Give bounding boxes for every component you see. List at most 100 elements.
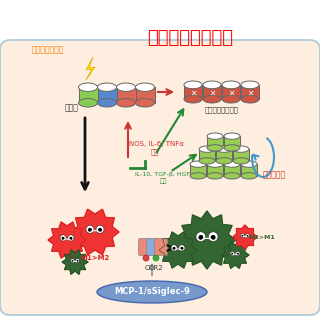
Circle shape (76, 259, 79, 263)
Ellipse shape (207, 173, 223, 179)
Text: MCP-1/sSiglec-9: MCP-1/sSiglec-9 (114, 287, 190, 297)
Bar (233, 149, 249, 161)
Circle shape (68, 235, 74, 241)
FancyBboxPatch shape (139, 238, 151, 255)
Text: ✕: ✕ (247, 89, 253, 98)
Ellipse shape (207, 145, 223, 151)
Text: 肝細胞再生: 肝細胞再生 (262, 171, 285, 180)
Circle shape (143, 255, 149, 261)
Circle shape (246, 235, 249, 237)
Ellipse shape (224, 161, 240, 167)
Ellipse shape (199, 146, 215, 152)
Ellipse shape (222, 81, 240, 89)
Bar (241, 85, 259, 99)
Ellipse shape (216, 158, 232, 164)
Circle shape (196, 232, 206, 242)
Circle shape (96, 225, 104, 233)
Text: 肝障害惹起物質: 肝障害惹起物質 (32, 45, 64, 54)
Ellipse shape (241, 161, 257, 167)
Text: ✕: ✕ (209, 89, 215, 98)
Ellipse shape (97, 281, 207, 303)
Circle shape (231, 253, 233, 255)
Bar (207, 136, 223, 148)
Bar (222, 85, 240, 99)
Ellipse shape (116, 99, 135, 107)
Ellipse shape (78, 83, 98, 92)
Circle shape (242, 235, 244, 237)
Ellipse shape (116, 83, 135, 92)
Ellipse shape (207, 133, 223, 139)
Bar (241, 164, 257, 176)
Text: アポトーシス抑制: アポトーシス抑制 (205, 106, 239, 113)
Text: M1>M2: M1>M2 (80, 255, 110, 261)
Circle shape (98, 228, 102, 232)
Text: ✕: ✕ (190, 89, 196, 98)
Text: ✕: ✕ (228, 89, 234, 98)
FancyBboxPatch shape (147, 238, 159, 255)
Circle shape (180, 247, 183, 250)
Ellipse shape (184, 95, 202, 103)
Circle shape (198, 235, 203, 240)
Bar (98, 87, 116, 103)
Text: M2>M1: M2>M1 (248, 235, 275, 239)
Text: iNOS, IL-6, TNFα
など: iNOS, IL-6, TNFα など (127, 141, 183, 155)
Ellipse shape (190, 161, 206, 167)
Bar (116, 87, 135, 103)
Circle shape (86, 225, 94, 233)
Bar (199, 149, 215, 161)
Circle shape (236, 251, 240, 256)
Bar (78, 87, 98, 103)
Text: 作用機序のまとめ: 作用機序のまとめ (147, 29, 233, 47)
Circle shape (69, 237, 72, 240)
Ellipse shape (203, 81, 221, 89)
Bar (224, 164, 240, 176)
Polygon shape (62, 250, 88, 274)
Polygon shape (48, 222, 86, 258)
Circle shape (76, 260, 78, 262)
Polygon shape (159, 232, 197, 268)
Ellipse shape (241, 81, 259, 89)
Circle shape (179, 245, 185, 251)
Ellipse shape (224, 173, 240, 179)
Ellipse shape (78, 99, 98, 107)
Polygon shape (221, 242, 249, 268)
Bar (224, 136, 240, 148)
Bar (203, 85, 221, 99)
Circle shape (241, 234, 244, 238)
Circle shape (88, 228, 92, 232)
Polygon shape (233, 225, 257, 249)
Ellipse shape (98, 83, 116, 92)
Ellipse shape (241, 173, 257, 179)
FancyBboxPatch shape (155, 238, 167, 255)
Ellipse shape (199, 158, 215, 164)
Text: 肝細胞: 肝細胞 (65, 103, 79, 112)
Ellipse shape (241, 95, 259, 103)
Text: CCR2: CCR2 (145, 265, 163, 271)
Circle shape (70, 259, 75, 263)
Ellipse shape (233, 146, 249, 152)
Ellipse shape (135, 83, 155, 92)
Ellipse shape (184, 81, 202, 89)
Circle shape (153, 255, 159, 261)
Circle shape (61, 237, 65, 240)
Circle shape (172, 247, 176, 250)
Bar (184, 85, 202, 99)
Ellipse shape (222, 95, 240, 103)
Bar (190, 164, 206, 176)
Bar (135, 87, 155, 103)
Ellipse shape (203, 95, 221, 103)
Circle shape (245, 234, 250, 238)
Ellipse shape (98, 99, 116, 107)
Ellipse shape (135, 99, 155, 107)
Ellipse shape (207, 161, 223, 167)
Polygon shape (71, 209, 119, 255)
Ellipse shape (233, 158, 249, 164)
Polygon shape (86, 57, 95, 80)
Circle shape (171, 245, 177, 251)
Bar (216, 149, 232, 161)
Circle shape (237, 253, 239, 255)
Ellipse shape (216, 146, 232, 152)
Circle shape (71, 260, 74, 262)
Circle shape (230, 251, 234, 256)
Circle shape (208, 232, 218, 242)
